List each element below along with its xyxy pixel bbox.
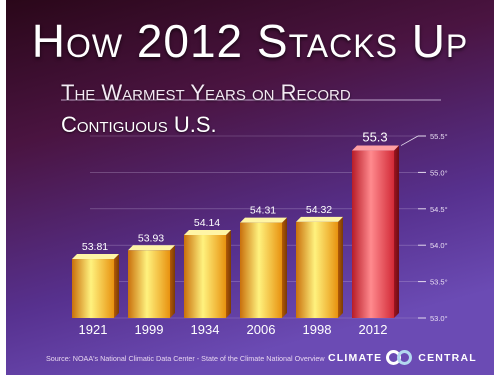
- bar-top: [240, 217, 287, 223]
- bar-front: [352, 150, 394, 318]
- bar-side: [282, 217, 287, 318]
- bar-value-label: 55.3: [362, 130, 387, 145]
- bars: 53.81 53.93 54.14 54.31 54.32 55.3: [72, 130, 419, 318]
- x-tick-label: 1934: [191, 322, 220, 337]
- region-label: Contiguous U.S.: [61, 112, 217, 137]
- x-tick-label: 1998: [303, 322, 332, 337]
- y-axis: 53.0° 53.5° 54.0° 54.5° 55.0° 55.5°: [418, 132, 448, 323]
- bar-front: [296, 221, 338, 318]
- bar-value-label: 53.81: [82, 241, 108, 253]
- bar-side: [338, 216, 343, 318]
- bar-top: [352, 145, 399, 151]
- bar-1999: 53.93: [128, 232, 175, 318]
- bar-top: [128, 245, 175, 251]
- bar-value-label: 54.32: [306, 204, 332, 216]
- x-tick-label: 2012: [359, 322, 388, 337]
- chart-subtitle: The Warmest Years on Record: [61, 80, 351, 105]
- bar-front: [240, 222, 282, 318]
- x-tick-label: 1999: [135, 322, 164, 337]
- logo-text-central: CENTRAL: [418, 352, 477, 364]
- bar-front: [72, 259, 114, 318]
- bar-2012: 55.3: [352, 130, 419, 318]
- bar-value-label: 54.31: [250, 205, 276, 217]
- bar-side: [114, 254, 119, 318]
- y-tick-label: 55.5°: [430, 132, 448, 141]
- bar-value-label: 54.14: [194, 217, 220, 229]
- logo-text-climate: CLIMATE: [328, 352, 383, 364]
- bar-front: [184, 235, 226, 318]
- bar-chart: 53.0° 53.5° 54.0° 54.5° 55.0° 55.5° 53.81 53.9…: [6, 0, 494, 375]
- source-note: Source: NOAA's National Climatic Data Ce…: [46, 354, 325, 363]
- bar-1998: 54.32: [296, 204, 343, 318]
- bar-side: [394, 145, 399, 318]
- bar-top: [296, 216, 343, 222]
- y-tick-label: 53.5°: [430, 278, 448, 287]
- bar-1921: 53.81: [72, 241, 119, 318]
- bar-side: [170, 245, 175, 318]
- bar-top: [72, 254, 119, 260]
- y-tick-label: 54.0°: [430, 241, 448, 250]
- logo-rings-icon: [386, 349, 414, 367]
- chart-slide: 53.0° 53.5° 54.0° 54.5° 55.0° 55.5° 53.81 53.9…: [6, 0, 494, 375]
- chart-title: How 2012 Stacks Up: [31, 15, 469, 67]
- highlight-leader-line: [400, 135, 419, 146]
- bar-front: [128, 250, 170, 318]
- y-tick-label: 54.5°: [430, 205, 448, 214]
- bar-2006: 54.31: [240, 205, 287, 318]
- bar-1934: 54.14: [184, 217, 231, 318]
- bar-side: [226, 230, 231, 318]
- climate-central-logo: CLIMATE CENTRAL: [328, 348, 477, 368]
- y-tick-label: 53.0°: [430, 314, 448, 323]
- x-axis: 1921 1999 1934 2006 1998 2012: [79, 322, 388, 337]
- y-tick-label: 55.0°: [430, 168, 448, 177]
- bar-value-label: 53.93: [138, 232, 164, 244]
- x-tick-label: 2006: [247, 322, 276, 337]
- x-tick-label: 1921: [79, 322, 108, 337]
- bar-top: [184, 230, 231, 236]
